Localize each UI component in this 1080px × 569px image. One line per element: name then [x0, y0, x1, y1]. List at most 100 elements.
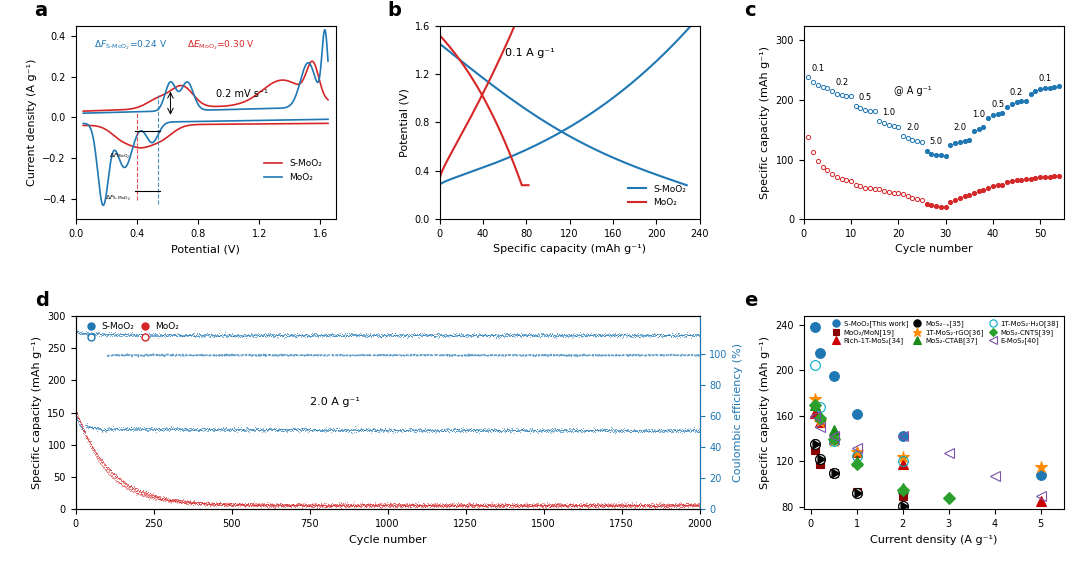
Point: [604, 330, 621, 339]
Point: [280, 331, 297, 340]
Point: [270, 425, 287, 434]
Point: [646, 427, 663, 436]
Point: [483, 331, 500, 340]
Point: [350, 501, 367, 510]
Point: [192, 424, 210, 434]
Point: [629, 501, 646, 510]
Point: [602, 501, 619, 510]
Point: [133, 488, 150, 497]
Point: [414, 498, 431, 508]
Point: [384, 331, 402, 340]
Point: [324, 427, 341, 436]
Point: [603, 425, 620, 434]
Point: [559, 329, 577, 339]
Point: [469, 424, 486, 433]
Point: [612, 329, 630, 339]
Point: [363, 502, 380, 511]
Point: [599, 426, 617, 435]
Point: [676, 501, 693, 510]
Point: [532, 425, 550, 434]
Point: [604, 501, 621, 510]
Point: [303, 425, 321, 434]
Point: [281, 502, 298, 511]
Point: [618, 499, 635, 508]
Point: [366, 501, 383, 510]
Point: [293, 331, 310, 340]
Point: [266, 502, 283, 511]
Point: [540, 331, 557, 340]
Point: [265, 501, 282, 510]
Point: [459, 426, 476, 435]
Point: [310, 426, 327, 435]
Point: [623, 499, 640, 508]
Point: [144, 490, 161, 500]
Point: [441, 330, 458, 339]
Point: [415, 425, 432, 434]
Point: [545, 424, 563, 433]
Point: [576, 425, 593, 434]
Point: [260, 424, 278, 434]
Point: [497, 500, 514, 509]
Point: [389, 330, 406, 339]
Point: [354, 424, 372, 434]
Point: [489, 425, 507, 434]
Point: [342, 500, 360, 509]
Point: [356, 501, 374, 510]
MoS₂-CNTS[39]: [942, 494, 955, 501]
Point: [159, 424, 176, 434]
Point: [110, 331, 127, 340]
Point: [200, 500, 217, 509]
Point: [379, 500, 396, 509]
Point: [230, 330, 247, 339]
Point: [144, 331, 161, 340]
Point: [96, 459, 113, 468]
Point: [306, 331, 323, 340]
Point: [607, 498, 624, 508]
Point: [417, 501, 434, 510]
Point: [573, 332, 591, 341]
Point: [86, 330, 104, 339]
Point: [430, 501, 447, 510]
Point: [220, 500, 238, 509]
Point: [105, 469, 122, 479]
Point: [333, 426, 350, 435]
Point: [229, 426, 246, 435]
Point: [85, 423, 103, 432]
Point: [593, 500, 610, 509]
Point: [399, 332, 416, 341]
Point: [76, 426, 93, 435]
Point: [92, 455, 109, 464]
Point: [471, 501, 488, 510]
Point: [475, 425, 492, 434]
Point: [540, 501, 557, 510]
Point: [455, 501, 472, 510]
Point: [529, 500, 546, 509]
Point: [329, 331, 347, 340]
Point: [420, 426, 437, 435]
Point: [499, 501, 516, 510]
Point: [379, 330, 396, 339]
Point: [119, 484, 136, 493]
Point: [282, 502, 299, 511]
Point: [80, 329, 97, 338]
Point: [222, 499, 240, 508]
Point: [650, 501, 667, 510]
Point: [675, 502, 692, 512]
Point: [352, 500, 369, 509]
Point: [652, 425, 670, 434]
Point: [82, 329, 99, 339]
Point: [383, 501, 401, 510]
Point: [108, 470, 125, 479]
Point: [375, 332, 392, 341]
Point: [210, 498, 227, 508]
Point: [640, 502, 658, 511]
Point: [248, 500, 266, 509]
Point: [370, 501, 388, 510]
Point: [183, 425, 200, 434]
Point: [306, 502, 323, 511]
Point: [237, 330, 254, 339]
Point: [276, 333, 294, 342]
Point: [189, 498, 206, 507]
Point: [535, 503, 552, 512]
Point: [138, 425, 156, 434]
